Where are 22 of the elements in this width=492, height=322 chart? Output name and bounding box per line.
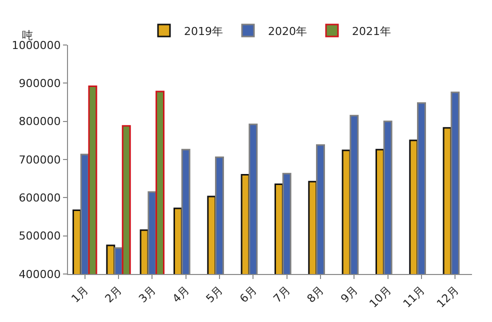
x-tick-label: 6月 (237, 284, 260, 306)
legend-label: 2020年 (268, 24, 307, 38)
legend-label: 2019年 (184, 24, 223, 38)
y-tick-label: 400000 (18, 268, 61, 281)
x-tick-label: 11月 (400, 284, 428, 310)
y-axis-title: 吨 (22, 29, 33, 42)
y-tick-label: 500000 (18, 230, 61, 243)
x-tick-label: 9月 (338, 284, 360, 306)
y-tick-label: 800000 (18, 115, 61, 128)
legend-label: 2021年 (352, 24, 391, 38)
x-tick-label: 1月 (68, 284, 91, 306)
x-tick-label: 5月 (204, 284, 226, 306)
y-tick-label: 900000 (18, 77, 61, 90)
x-tick-label: 12月 (434, 284, 462, 310)
x-tick-label: 3月 (136, 284, 158, 306)
y-tick-label: 700000 (18, 153, 61, 166)
x-tick-label: 7月 (270, 284, 293, 306)
x-tick-label: 4月 (170, 284, 192, 306)
x-tick-label: 10月 (366, 284, 394, 310)
x-tick-label: 2月 (102, 284, 125, 306)
y-tick-label: 600000 (18, 192, 61, 205)
x-tick-label: 8月 (304, 284, 327, 306)
